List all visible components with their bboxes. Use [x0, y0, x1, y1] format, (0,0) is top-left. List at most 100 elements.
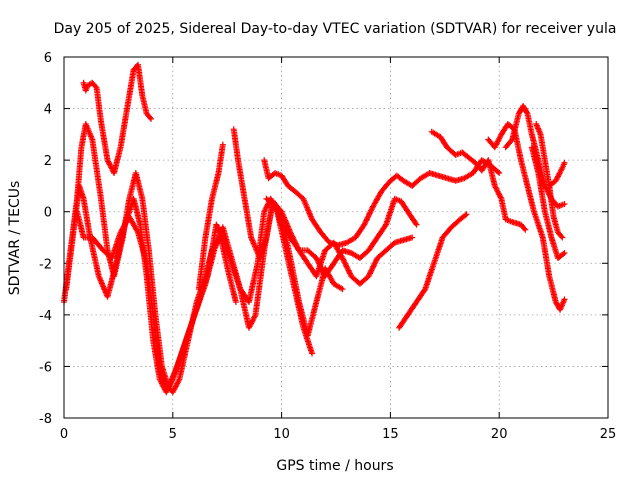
data-point [339, 286, 346, 293]
data-point-marks [278, 221, 293, 240]
data-point-marks [555, 201, 566, 210]
data-point-marks [246, 313, 258, 331]
data-point-marks [520, 103, 530, 116]
data-point [561, 249, 568, 256]
data-point-marks [430, 236, 446, 267]
y-tick-label: 0 [44, 206, 52, 221]
data-point [561, 200, 568, 207]
data-point-marks [263, 195, 277, 207]
series-track-14 [528, 144, 568, 262]
data-point-marks [428, 128, 442, 140]
data-point-marks [191, 282, 208, 318]
data-point-marks [343, 235, 358, 246]
data-point-marks [296, 247, 310, 265]
data-point [559, 234, 566, 241]
data-point-marks [535, 170, 548, 214]
data-point-marks [546, 273, 559, 304]
data-point-marks [531, 208, 546, 239]
data-point-marks [356, 248, 371, 262]
data-point-marks [378, 179, 393, 195]
data-point-marks [215, 143, 226, 176]
data-point-marks [182, 313, 197, 344]
data-point-marks [485, 157, 498, 188]
data-point-marks [539, 234, 552, 278]
data-point-marks [256, 236, 269, 262]
data-point-marks [396, 313, 410, 331]
data-point [561, 296, 568, 303]
y-tick-label: 6 [44, 51, 52, 66]
data-point-marks [80, 195, 93, 239]
series-track-9 [396, 211, 470, 331]
data-point-marks [555, 229, 565, 240]
data-point-marks [291, 188, 306, 201]
data-point-marks [285, 182, 297, 194]
series-track-7 [261, 157, 503, 249]
data-point-marks [165, 364, 180, 391]
data-point-marks [535, 157, 548, 188]
data-point [232, 298, 239, 305]
y-tick-labels: -8 -6 -4 -2 0 2 4 6 [39, 51, 52, 427]
data-point-marks [533, 121, 543, 136]
data-point-marks [278, 172, 291, 188]
data-point-marks [139, 92, 150, 116]
data-point-marks [135, 229, 150, 265]
data-point-marks [559, 161, 567, 171]
data-point-marks [278, 208, 293, 234]
data-point-marks [461, 170, 475, 182]
data-point-marks [272, 201, 285, 227]
series-track-10 [428, 128, 529, 233]
data-point-marks [263, 200, 276, 241]
y-axis-label: SDTVAR / TECUs [7, 181, 23, 296]
data-point-marks [209, 171, 222, 202]
data-point-marks [108, 230, 124, 262]
plot-frame [63, 56, 609, 419]
series-track-12 [502, 103, 568, 210]
x-tick-label: 5 [169, 427, 177, 442]
series-track-5 [195, 141, 226, 293]
data-point-marks [135, 61, 146, 98]
data-point-marks [504, 121, 517, 132]
data-point-marks [459, 149, 471, 160]
data-point-marks [195, 236, 209, 293]
data-point-marks [365, 235, 380, 254]
data-point-marks [518, 221, 528, 232]
data-point-marks [252, 249, 267, 318]
data-point-marks [304, 300, 319, 339]
x-tick-label: 20 [491, 427, 508, 442]
data-point-marks [370, 189, 384, 210]
data-point-marks [322, 261, 336, 280]
data-point-marks [537, 131, 548, 162]
x-tick-label: 25 [600, 427, 617, 442]
data-point-marks [541, 157, 552, 188]
data-point-marks [502, 137, 515, 151]
data-point [409, 234, 416, 241]
y-tick-label: 2 [44, 154, 52, 169]
data-point-marks [383, 240, 397, 254]
data-point-marks [404, 208, 419, 227]
data-point-marks [63, 236, 76, 293]
data-point-marks [143, 110, 153, 121]
data-point-marks [491, 182, 504, 201]
y-tick-label: -4 [39, 309, 52, 324]
data-point-marks [126, 213, 141, 234]
data-point-marks [246, 261, 261, 305]
data-point [561, 159, 568, 166]
data-point-marks [237, 286, 252, 330]
x-tick-label: 10 [273, 427, 290, 442]
data-point-marks [82, 84, 91, 94]
data-point-marks [330, 280, 345, 292]
data-point-marks [374, 222, 389, 241]
chart-title: Day 205 of 2025, Sidereal Day-to-day VTE… [54, 21, 617, 37]
data-point-marks [413, 287, 428, 305]
data-point-marks [261, 157, 272, 180]
data-point-marks [339, 255, 354, 278]
y-tick-label: -6 [39, 360, 52, 375]
data-point-marks [465, 154, 477, 165]
data-point-marks [550, 213, 561, 234]
data-point-marks [230, 126, 241, 162]
data-point [522, 226, 529, 233]
data-point-marks [300, 195, 315, 221]
data-point-marks [409, 176, 423, 189]
data-point [463, 211, 470, 218]
data-point-marks [313, 248, 328, 280]
